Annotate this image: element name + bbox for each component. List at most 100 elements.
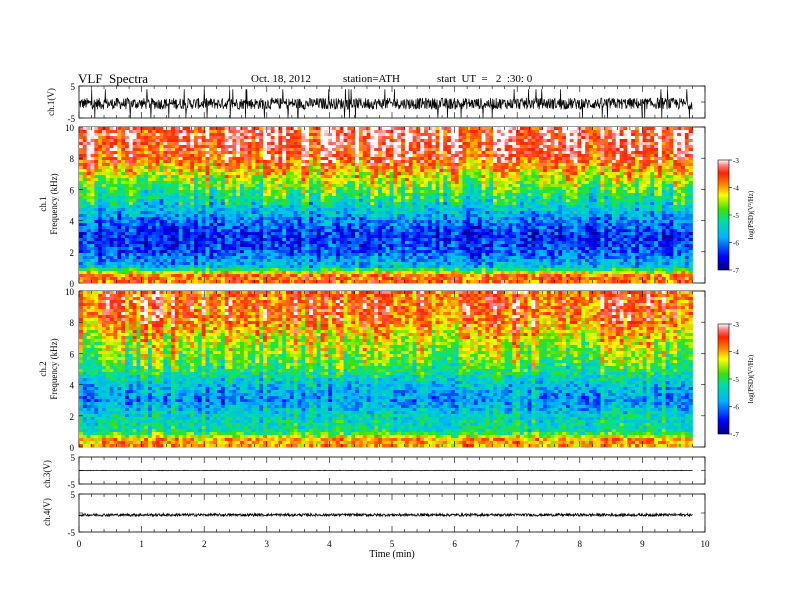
spectrogram-cell <box>155 187 160 191</box>
spectrogram-cell <box>397 217 402 221</box>
spectrogram-cell <box>385 136 390 140</box>
spectrogram-cell <box>531 157 536 161</box>
spectrogram-cell <box>82 211 88 215</box>
spectrogram-cell <box>148 202 153 206</box>
spectrogram-cell <box>190 184 195 188</box>
spectrogram-cell <box>167 217 172 221</box>
spectrogram-cell <box>197 199 203 203</box>
spectrogram-cell <box>646 199 651 203</box>
spectrogram-cell <box>493 187 498 191</box>
spectrogram-cell <box>255 181 260 185</box>
spectrogram-cell <box>623 184 628 188</box>
spectrogram-cell <box>190 151 195 155</box>
spectrogram-cell <box>481 193 486 197</box>
spectrogram-cell <box>167 139 172 143</box>
spectrogram-cell <box>638 175 644 179</box>
spectrogram-cell <box>324 169 329 173</box>
spectrogram-cell <box>431 187 436 191</box>
spectrogram-cell <box>508 142 513 146</box>
spectrogram-cell <box>565 205 571 209</box>
spectrogram-cell <box>316 190 321 194</box>
spectrogram-cell <box>82 142 88 146</box>
spectrogram-cell <box>201 193 206 197</box>
spectrogram-cell <box>289 217 295 221</box>
spectrogram-cell <box>247 154 252 158</box>
spectrogram-cell <box>82 145 88 149</box>
spectrogram-cell <box>144 130 149 134</box>
spectrogram-cell <box>565 151 571 155</box>
spectrogram-cell <box>466 217 471 221</box>
spectrogram-cell <box>496 169 502 173</box>
spectrogram-cell <box>140 193 145 197</box>
spectrogram-cell <box>213 148 218 152</box>
spectrogram-cell <box>623 187 628 191</box>
spectrogram-cell <box>305 211 310 215</box>
spectrogram-cell <box>243 178 249 182</box>
spectrogram-cell <box>282 196 287 200</box>
spectrogram-cell <box>435 187 440 191</box>
spectrogram-cell <box>558 217 563 221</box>
spectrogram-cell <box>128 127 134 131</box>
spectrogram-cell <box>412 133 417 137</box>
spectrogram-cell <box>270 136 275 140</box>
spectrogram-cell <box>489 199 494 203</box>
spectrogram-cell <box>339 208 344 212</box>
spectrogram-cell <box>320 160 325 164</box>
spectrogram-cell <box>125 205 130 209</box>
spectrogram-cell <box>470 130 475 134</box>
spectrogram-cell <box>420 193 425 197</box>
spectrogram-cell <box>565 211 571 215</box>
spectrogram-cell <box>151 202 157 206</box>
spectrogram-cell <box>305 178 310 182</box>
spectrogram-cell <box>508 181 513 185</box>
spectrogram-cell <box>512 127 517 131</box>
spectrogram-cell <box>205 208 210 212</box>
spectrogram-cell <box>381 187 387 191</box>
spectrogram-cell <box>278 169 283 173</box>
spectrogram-cell <box>654 130 659 134</box>
spectrogram-cell <box>82 181 88 185</box>
spectrogram-cell <box>646 208 651 212</box>
spectrogram-cell <box>604 166 609 170</box>
spectrogram-cell <box>577 199 582 203</box>
spectrogram-cell <box>335 184 341 188</box>
spectrogram-cell <box>136 142 141 146</box>
spectrogram-cell <box>669 157 674 161</box>
spectrogram-cell <box>680 139 686 143</box>
spectrogram-cell <box>427 208 433 212</box>
spectrogram-cell <box>573 208 578 212</box>
spectrogram-cell <box>627 166 632 170</box>
spectrogram-cell <box>201 214 206 218</box>
spectrogram-cell <box>159 178 164 182</box>
spectrogram-cell <box>274 142 279 146</box>
spectrogram-cell <box>600 208 605 212</box>
spectrogram-cell <box>144 133 149 137</box>
spectrogram-cell <box>581 208 586 212</box>
spectrogram-cell <box>263 184 268 188</box>
spectrogram-cell <box>255 139 260 143</box>
spectrogram-cell <box>546 166 552 170</box>
spectrogram-cell <box>604 211 609 215</box>
spectrogram-cell <box>301 175 306 179</box>
spectrogram-cell <box>117 166 122 170</box>
spectrogram-cell <box>194 211 199 215</box>
spectrogram-cell <box>504 214 509 218</box>
spectrogram-cell <box>251 214 256 218</box>
spectrogram-cell <box>151 181 157 185</box>
spectrogram-cell <box>224 142 229 146</box>
spectrogram-cell <box>539 217 544 221</box>
spectrogram-cell <box>401 178 406 182</box>
spectrogram-cell <box>450 160 456 164</box>
spectrogram-cell <box>316 154 321 158</box>
spectrogram-cell <box>343 157 348 161</box>
spectrogram-cell <box>86 214 91 218</box>
spectrogram-cell <box>105 166 111 170</box>
spectrogram-cell <box>424 187 429 191</box>
spectrogram-cell <box>297 139 302 143</box>
spectrogram-cell <box>462 208 467 212</box>
spectrogram-cell <box>554 172 559 176</box>
spectrogram-cell <box>201 157 206 161</box>
spectrogram-cell <box>366 214 371 218</box>
spectrogram-cell <box>512 181 517 185</box>
spectrogram-cell <box>531 151 536 155</box>
